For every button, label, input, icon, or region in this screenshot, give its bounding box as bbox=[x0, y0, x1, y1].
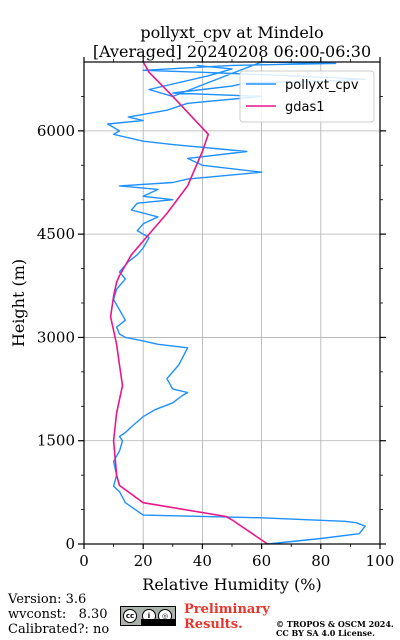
x-tick-label-5: 100 bbox=[366, 552, 395, 570]
legend: pollyxt_cpv gdas1 bbox=[239, 70, 375, 123]
y-tick-label-3: 4500 bbox=[37, 225, 75, 243]
cc-icon: cc bbox=[123, 609, 137, 623]
axis-ticks: 0 20 40 60 80 100 0 1500 3000 4500 6000 bbox=[37, 57, 395, 570]
run-info: Version: 3.6 wvconst: 8.30 Calibrated?: … bbox=[8, 592, 109, 637]
y-tick-label-1: 1500 bbox=[37, 432, 75, 450]
preliminary-line2: Results. bbox=[184, 617, 243, 632]
chart-title: pollyxt_cpv at Mindelo bbox=[140, 23, 323, 42]
calibrated-text: Calibrated?: no bbox=[8, 622, 110, 637]
chart-subtitle: [Averaged] 20240208 06:00-06:30 bbox=[93, 42, 371, 61]
cc-license-badge: cc i ◎ bbox=[120, 606, 176, 626]
series-line-gdas1 bbox=[109, 61, 268, 545]
copyright-line1: © TROPOS & OSCM 2024. bbox=[276, 619, 394, 629]
preliminary-notice: Preliminary Results. bbox=[184, 602, 270, 632]
version-text: Version: 3.6 bbox=[8, 592, 87, 607]
y-tick-label-0: 0 bbox=[65, 535, 75, 553]
series-line-pollyxt_cpv bbox=[106, 61, 366, 545]
cc-label-bar bbox=[141, 619, 175, 625]
legend-label-pollyxt: pollyxt_cpv bbox=[285, 78, 359, 93]
x-tick-label-2: 40 bbox=[193, 552, 212, 570]
y-axis-label: Height (m) bbox=[9, 259, 28, 347]
x-axis-label: Relative Humidity (%) bbox=[142, 575, 321, 594]
x-tick-label-3: 60 bbox=[252, 552, 271, 570]
x-tick-label-1: 20 bbox=[134, 552, 153, 570]
copyright-notice: © TROPOS & OSCM 2024. CC BY SA 4.0 Licen… bbox=[276, 620, 394, 638]
series-layer bbox=[106, 61, 366, 545]
grid-lines bbox=[83, 62, 381, 545]
plot-frame bbox=[83, 61, 381, 545]
wvconst-text: wvconst: 8.30 bbox=[8, 607, 108, 622]
x-tick-label-4: 80 bbox=[311, 552, 330, 570]
x-tick-label-0: 0 bbox=[79, 552, 89, 570]
y-tick-label-2: 3000 bbox=[37, 328, 75, 346]
copyright-line2: CC BY SA 4.0 License. bbox=[276, 628, 375, 638]
legend-label-gdas1: gdas1 bbox=[285, 100, 325, 115]
y-tick-label-4: 6000 bbox=[37, 122, 75, 140]
preliminary-line1: Preliminary bbox=[184, 602, 270, 617]
